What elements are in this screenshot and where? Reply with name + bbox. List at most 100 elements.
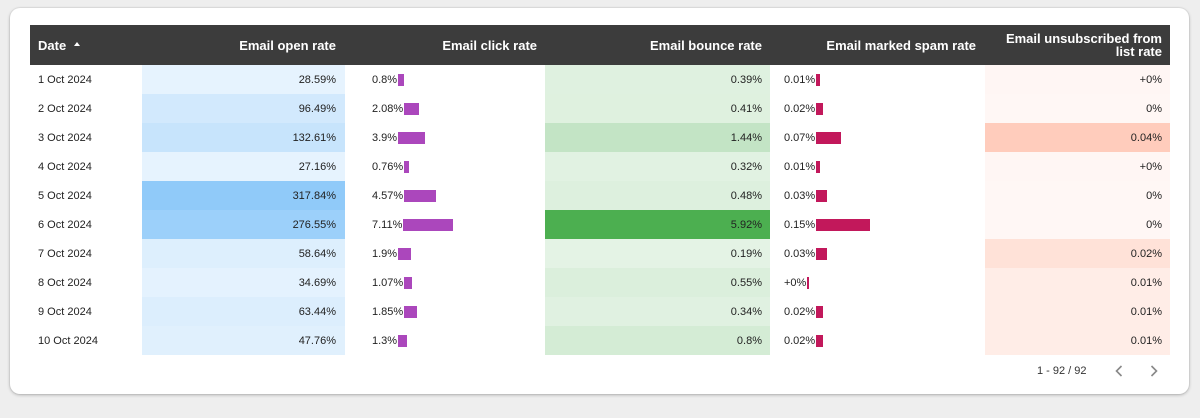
cell-spam-rate-label: 0.03%: [784, 189, 816, 202]
column-header-label: Date: [38, 37, 67, 53]
cell-click-rate-label: 7.11%: [372, 218, 403, 231]
cell-spam-rate-label: 0.15%: [784, 218, 816, 231]
cell-click-rate: 1.85%: [372, 297, 542, 326]
column-header-spam-rate[interactable]: Email marked spam rate: [770, 25, 976, 65]
table-row[interactable]: 2 Oct 2024 96.49% 2.08% 0.41% 0.02% 0%: [30, 94, 1170, 123]
column-header-label: Email marked spam rate: [826, 37, 976, 53]
spam-rate-bar: [807, 276, 810, 289]
spam-rate-bar: [816, 218, 871, 231]
chevron-left-icon[interactable]: [1110, 362, 1128, 380]
cell-open-rate: 28.59%: [142, 65, 345, 94]
spam-rate-bar: [816, 131, 842, 144]
cell-unsubscribed-rate: 0.01%: [985, 268, 1170, 297]
cell-click-rate-label: 3.9%: [372, 131, 398, 144]
click-rate-bar: [398, 247, 412, 260]
column-header-label: Email click rate: [442, 37, 537, 53]
column-header-date[interactable]: Date: [38, 25, 142, 65]
cell-date: 2 Oct 2024: [38, 102, 92, 115]
cell-bounce-rate: 5.92%: [545, 210, 770, 239]
cell-bounce-rate: 0.41%: [545, 94, 770, 123]
cell-open-rate: 132.61%: [142, 123, 345, 152]
cell-unsubscribed-rate: +0%: [985, 152, 1170, 181]
spam-rate-bar: [816, 305, 824, 318]
column-header-click-rate[interactable]: Email click rate: [345, 25, 537, 65]
table-row[interactable]: 9 Oct 2024 63.44% 1.85% 0.34% 0.02% 0.01%: [30, 297, 1170, 326]
cell-unsubscribed-rate: 0%: [985, 181, 1170, 210]
cell-spam-rate-label: 0.02%: [784, 305, 816, 318]
cell-unsubscribed-rate: +0%: [985, 65, 1170, 94]
click-rate-bar: [398, 131, 426, 144]
cell-date: 8 Oct 2024: [38, 276, 92, 289]
click-rate-bar: [403, 218, 454, 231]
cell-date: 5 Oct 2024: [38, 189, 92, 202]
spam-rate-bar: [816, 160, 821, 173]
cell-click-rate-label: 1.3%: [372, 334, 398, 347]
cell-click-rate: 2.08%: [372, 94, 542, 123]
cell-spam-rate: 0.02%: [784, 326, 974, 355]
table-row[interactable]: 6 Oct 2024 276.55% 7.11% 5.92% 0.15% 0%: [30, 210, 1170, 239]
cell-open-rate: 27.16%: [142, 152, 345, 181]
cell-bounce-rate: 0.34%: [545, 297, 770, 326]
cell-spam-rate: +0%: [784, 268, 974, 297]
cell-click-rate-label: 2.08%: [372, 102, 404, 115]
chevron-right-icon[interactable]: [1145, 362, 1163, 380]
cell-spam-rate-label: 0.01%: [784, 160, 816, 173]
cell-click-rate-label: 1.07%: [372, 276, 404, 289]
cell-open-rate: 58.64%: [142, 239, 345, 268]
column-header-label: Email bounce rate: [650, 37, 762, 53]
cell-click-rate: 0.8%: [372, 65, 542, 94]
spam-rate-bar: [816, 102, 824, 115]
cell-open-rate: 317.84%: [142, 181, 345, 210]
click-rate-bar: [404, 276, 413, 289]
table-row[interactable]: 7 Oct 2024 58.64% 1.9% 0.19% 0.03% 0.02%: [30, 239, 1170, 268]
cell-date: 4 Oct 2024: [38, 160, 92, 173]
click-rate-bar: [404, 189, 437, 202]
column-header-label: Email unsubscribed from list rate: [1005, 31, 1162, 59]
cell-open-rate: 34.69%: [142, 268, 345, 297]
cell-date: 3 Oct 2024: [38, 131, 92, 144]
cell-click-rate-label: 1.9%: [372, 247, 398, 260]
cell-spam-rate-label: 0.02%: [784, 334, 816, 347]
cell-unsubscribed-rate: 0%: [985, 210, 1170, 239]
cell-open-rate: 47.76%: [142, 326, 345, 355]
cell-bounce-rate: 0.8%: [545, 326, 770, 355]
spam-rate-bar: [816, 189, 828, 202]
column-header-open-rate[interactable]: Email open rate: [142, 25, 336, 65]
column-header-bounce-rate[interactable]: Email bounce rate: [545, 25, 762, 65]
cell-bounce-rate: 0.19%: [545, 239, 770, 268]
column-header-label: Email open rate: [239, 37, 336, 53]
cell-bounce-rate: 0.39%: [545, 65, 770, 94]
column-header-unsubscribed-rate[interactable]: Email unsubscribed from list rate: [985, 25, 1162, 65]
cell-bounce-rate: 0.32%: [545, 152, 770, 181]
table-row[interactable]: 8 Oct 2024 34.69% 1.07% 0.55% +0% 0.01%: [30, 268, 1170, 297]
cell-spam-rate-label: 0.03%: [784, 247, 816, 260]
cell-spam-rate: 0.03%: [784, 181, 974, 210]
spam-rate-bar: [816, 247, 828, 260]
cell-click-rate: 7.11%: [372, 210, 542, 239]
cell-click-rate-label: 0.76%: [372, 160, 404, 173]
click-rate-bar: [404, 160, 410, 173]
spam-rate-bar: [816, 334, 824, 347]
table-row[interactable]: 5 Oct 2024 317.84% 4.57% 0.48% 0.03% 0%: [30, 181, 1170, 210]
click-rate-bar: [398, 73, 405, 86]
click-rate-bar: [398, 334, 408, 347]
table-row[interactable]: 4 Oct 2024 27.16% 0.76% 0.32% 0.01% +0%: [30, 152, 1170, 181]
cell-date: 9 Oct 2024: [38, 305, 92, 318]
cell-click-rate: 1.9%: [372, 239, 542, 268]
cell-spam-rate-label: 0.02%: [784, 102, 816, 115]
cell-bounce-rate: 0.48%: [545, 181, 770, 210]
table-row[interactable]: 3 Oct 2024 132.61% 3.9% 1.44% 0.07% 0.04%: [30, 123, 1170, 152]
table-row[interactable]: 1 Oct 2024 28.59% 0.8% 0.39% 0.01% +0%: [30, 65, 1170, 94]
cell-spam-rate-label: 0.07%: [784, 131, 816, 144]
cell-click-rate: 4.57%: [372, 181, 542, 210]
cell-spam-rate-label: 0.01%: [784, 73, 816, 86]
cell-bounce-rate: 0.55%: [545, 268, 770, 297]
cell-click-rate: 1.3%: [372, 326, 542, 355]
cell-date: 7 Oct 2024: [38, 247, 92, 260]
cell-bounce-rate: 1.44%: [545, 123, 770, 152]
cell-unsubscribed-rate: 0%: [985, 94, 1170, 123]
table-row[interactable]: 10 Oct 2024 47.76% 1.3% 0.8% 0.02% 0.01%: [30, 326, 1170, 355]
cell-click-rate-label: 0.8%: [372, 73, 398, 86]
cell-spam-rate: 0.15%: [784, 210, 974, 239]
cell-date: 1 Oct 2024: [38, 73, 92, 86]
